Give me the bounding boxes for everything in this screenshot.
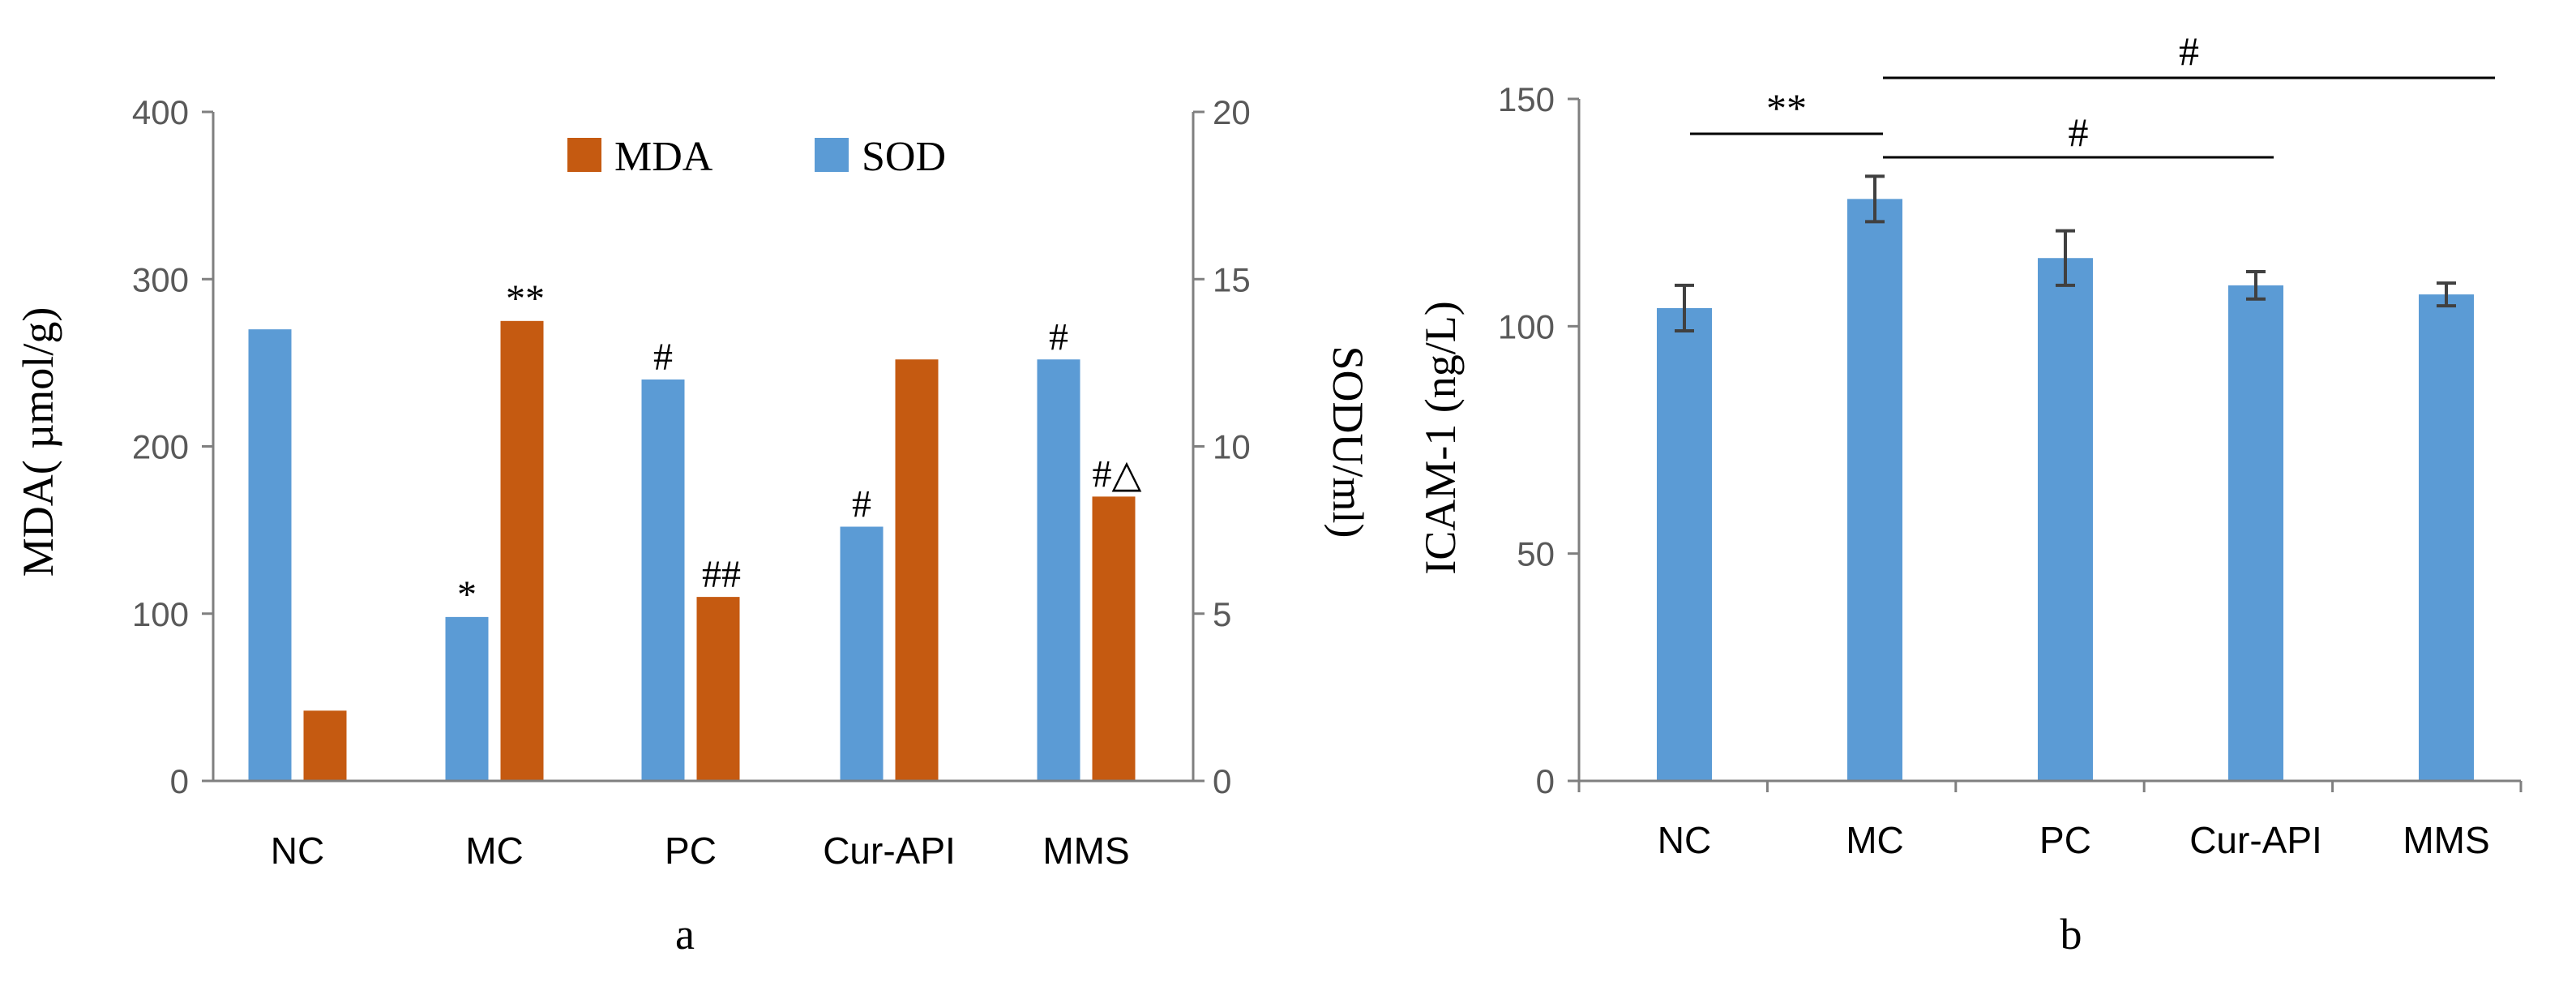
bar-icam-2 [2038, 258, 2093, 781]
annotation-mda-4: #△ [1093, 452, 1142, 495]
chart-a-annotations: ***######△ [457, 277, 1142, 616]
chart-a-y-axis-label: MDA( µmol/g) [14, 307, 62, 577]
x-tick-label: NC [271, 830, 324, 872]
y-tick-label: 300 [132, 260, 189, 298]
bar-icam-0 [1657, 307, 1712, 781]
chart-a-legend: MDA SOD [567, 134, 946, 180]
bar-mda-1 [500, 320, 544, 781]
bar-mda-2 [696, 597, 740, 781]
x-tick-label: MC [465, 830, 524, 872]
chart-b-y-axis-label: ICAM-1 (ng/L) [1416, 301, 1465, 574]
legend-swatch-1 [815, 138, 849, 172]
y-tick-label: 0 [1536, 762, 1555, 800]
bar-sod-1 [445, 616, 489, 781]
bar-mda-3 [895, 359, 939, 781]
y2-tick-label: 0 [1213, 762, 1231, 800]
chart-b: ** # # 0 50 100 150 NC MC PC Cur-API MMS ICAM-1 (n… [1416, 28, 2523, 958]
annotation-mda-1: ** [506, 277, 545, 320]
chart-b-bars [1657, 199, 2474, 782]
bar-icam-4 [2419, 294, 2474, 781]
x-tick-label: MMS [2403, 819, 2489, 861]
chart-b-panel-label: b [2060, 910, 2082, 958]
y-tick-label: 100 [1498, 307, 1555, 345]
x-tick-label: Cur-API [823, 830, 956, 872]
chart-a-y2-axis-label: SODU/ml) [1324, 345, 1372, 538]
y-tick-label: 150 [1498, 80, 1555, 118]
chart-b-axes: 0 50 100 150 NC MC PC Cur-API MMS [1498, 80, 2523, 861]
significance-label-1: # [2069, 109, 2089, 155]
x-tick-label: Cur-API [2189, 819, 2322, 861]
annotation-sod-4: # [1049, 315, 1068, 358]
annotation-mda-2: ## [702, 553, 741, 596]
y-tick-label: 100 [132, 595, 189, 633]
y2-tick-label: 15 [1213, 260, 1251, 298]
y-tick-label: 400 [132, 93, 189, 131]
y-tick-label: 0 [170, 762, 189, 800]
y2-tick-label: 20 [1213, 93, 1251, 131]
annotation-sod-1: * [457, 573, 477, 616]
y-tick-label: 200 [132, 428, 189, 466]
chart-a-bars [248, 320, 1136, 781]
legend-swatch-0 [567, 138, 601, 172]
bar-sod-0 [248, 329, 292, 781]
bar-mda-0 [303, 710, 347, 781]
bar-sod-2 [641, 380, 685, 781]
bar-sod-3 [840, 526, 884, 781]
chart-a-axes: 0 100 200 300 400 0 5 10 15 20 NC MC PC Cur-API MMS [132, 93, 1251, 872]
bar-icam-1 [1847, 199, 1902, 781]
annotation-sod-3: # [852, 483, 871, 526]
chart-a-panel-label: a [675, 910, 695, 958]
x-tick-label: MC [1846, 819, 1904, 861]
y2-tick-label: 5 [1213, 595, 1231, 633]
chart-b-significance: ** # # [1690, 28, 2495, 159]
x-tick-label: MMS [1042, 830, 1129, 872]
bar-icam-3 [2228, 285, 2283, 782]
bar-sod-4 [1037, 359, 1080, 781]
y2-tick-label: 10 [1213, 428, 1251, 466]
significance-label-2: # [2179, 28, 2199, 74]
annotation-sod-2: # [653, 336, 673, 379]
significance-label-0: ** [1766, 85, 1807, 131]
x-tick-label: NC [1658, 819, 1711, 861]
legend-label-0: MDA [614, 134, 713, 180]
y-tick-label: 50 [1517, 535, 1555, 573]
bar-mda-4 [1092, 496, 1136, 781]
legend-label-1: SOD [862, 134, 946, 180]
x-tick-label: PC [665, 830, 717, 872]
chart-b-error-bars [1675, 174, 2456, 332]
x-tick-label: PC [2039, 819, 2091, 861]
